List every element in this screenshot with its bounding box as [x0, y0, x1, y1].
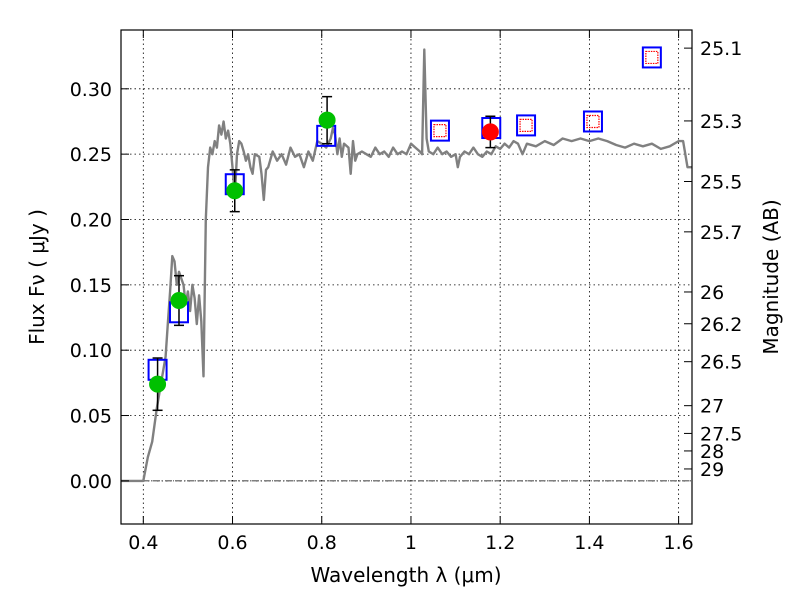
y-tick-label: 0.10: [70, 340, 112, 362]
mag-tick-label: 29: [700, 459, 724, 481]
x-axis-label: Wavelength λ (μm): [310, 563, 501, 587]
spectrum-line: [121, 48, 692, 483]
model-photometry-box: [641, 46, 662, 69]
model-spectrum: [121, 48, 692, 483]
x-tick-label: 0.6: [217, 532, 247, 554]
upper-limit-marker: [586, 114, 600, 129]
plot-frame: [120, 29, 693, 525]
x-tick-label: 1.2: [485, 532, 515, 554]
observed-point: [226, 182, 244, 200]
y-tick-label: 0.25: [70, 144, 112, 166]
upper-limit-marker: [645, 50, 659, 65]
mag-tick-label: 25.1: [700, 38, 742, 60]
x-tick-label: 1.4: [574, 532, 604, 554]
markers: [147, 46, 662, 412]
observed-point: [170, 292, 188, 310]
y-tick-label: 0.00: [70, 471, 112, 493]
x-tick-label: 1.6: [664, 532, 694, 554]
y-tick-label: 0.05: [70, 406, 112, 428]
x-tick-label: 0.8: [307, 532, 337, 554]
observed-point: [149, 375, 167, 393]
mag-tick-label: 27.5: [700, 423, 742, 445]
mag-tick-label: 26.5: [700, 352, 742, 374]
model-photometry-box: [582, 110, 603, 133]
mag-tick-label: 26.2: [700, 314, 742, 336]
observed-point: [318, 111, 336, 129]
mag-tick-label: 26: [700, 282, 724, 304]
axis-ticks: 0.4 0.6 0.8 1 1.2 1.4 1.6 0.00 0.05 0.10 0.15 0.20 0…: [70, 30, 742, 554]
x-tick-label: 0.4: [128, 532, 158, 554]
y-tick-label: 0.30: [70, 79, 112, 101]
y-axis-label: Flux Fν ( μJy ): [25, 209, 49, 345]
observed-point: [481, 123, 499, 141]
mag-tick-label: 27: [700, 396, 724, 418]
model-photometry-box: [429, 119, 450, 142]
mag-tick-label: 25.7: [700, 222, 742, 244]
y-axis-label-right: Magnitude (AB): [759, 199, 783, 354]
model-photometry-box: [516, 114, 537, 137]
x-tick-label: 1: [405, 532, 417, 554]
mag-tick-label: 25.5: [700, 171, 742, 193]
upper-limit-marker: [433, 124, 447, 138]
mag-tick-label: 28: [700, 441, 724, 463]
y-tick-label: 0.20: [70, 209, 112, 231]
mag-tick-label: 25.3: [700, 111, 742, 133]
upper-limit-marker: [519, 118, 533, 133]
y-tick-label: 0.15: [70, 275, 112, 297]
